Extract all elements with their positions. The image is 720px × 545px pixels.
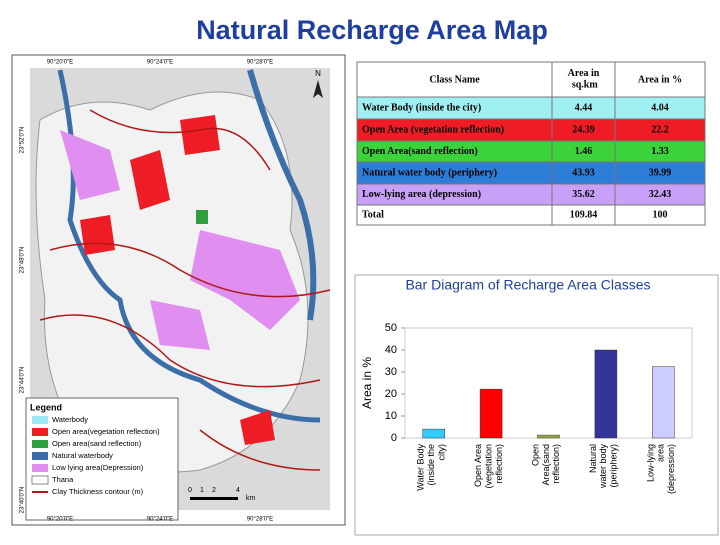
y-tick-label: 10 [385, 410, 397, 422]
table-cell: 1.46 [575, 146, 593, 157]
table-cell: Water Body (inside the city) [362, 102, 481, 113]
table-cell: 4.04 [651, 102, 669, 113]
table-cell: 1.33 [651, 146, 669, 157]
coord-label: 23°48'0"N [20, 247, 26, 274]
bar [479, 388, 503, 439]
y-tick-label: 40 [385, 344, 397, 356]
y-tick-label: 30 [385, 366, 397, 378]
coord-label: 23°44'0"N [20, 367, 26, 394]
contour [199, 429, 321, 471]
legend-label: Waterbody [52, 415, 88, 424]
scale-label: 4 [236, 487, 240, 494]
x-tick-label: Natural water body (periphery) [588, 444, 619, 491]
vegetation-area [80, 215, 115, 255]
legend-label: Low lying area(Depression) [52, 463, 144, 472]
table-row-bg [356, 204, 706, 226]
legend-swatch [32, 416, 48, 424]
table-cell: 109.84 [570, 209, 598, 220]
x-tick-label: Open Area (vegetation reflection) [473, 444, 504, 491]
north-arrow [313, 80, 323, 98]
table-cell: 22.2 [651, 124, 669, 135]
legend-box [25, 397, 179, 521]
table-header: Class Name [429, 74, 480, 85]
table-cell: Low-lying area (depression) [362, 189, 481, 200]
table-cell: Open Area (vegetation reflection) [362, 124, 504, 135]
vegetation-area [240, 410, 275, 445]
scale-label: km [246, 495, 256, 502]
coord-label: 90°24'0"E [147, 517, 173, 523]
y-tick-label: 20 [385, 388, 397, 400]
bar [422, 428, 445, 439]
table-header: Area in % [638, 74, 682, 85]
scale-label: 2 [212, 487, 216, 494]
river [247, 69, 317, 321]
contour [49, 242, 331, 298]
map: Legend N 90°20'0"E 90°24'0"E 90°28'0"E 90°2… [11, 54, 346, 526]
legend-label: Open area(sand reflection) [52, 439, 142, 448]
x-tick-label: Open Area(sand reflection) [531, 444, 562, 488]
area-table: Class Name Area in sq.km Area in % Water Bo… [356, 61, 706, 226]
contour [39, 314, 321, 388]
legend-label: Thana [52, 475, 74, 484]
table-header: Area in sq.km [568, 68, 600, 91]
legend-swatch [31, 475, 49, 485]
coord-label: 90°24'0"E [147, 60, 173, 66]
chart-title: Bar Diagram of Recharge Area Classes [405, 277, 650, 293]
vegetation-area [130, 150, 170, 210]
bar [594, 349, 618, 439]
north-label: N [315, 69, 321, 78]
x-tick-label: Water Body (inside the city) [416, 444, 447, 491]
table-cell: Open Area(sand reflection) [362, 146, 478, 157]
low-lying-area [150, 300, 210, 350]
legend-swatch [32, 428, 48, 436]
scale-label: 0 [188, 487, 192, 494]
table-cell: 35.62 [572, 189, 595, 200]
table-cell: 32.43 [649, 189, 672, 200]
x-tick-label: Low-lying area (depression) [646, 444, 677, 497]
low-lying-area [190, 230, 300, 330]
legend-swatch [32, 452, 48, 460]
bar [652, 366, 675, 439]
legend-swatch [32, 464, 48, 472]
legend-title: Legend [30, 402, 62, 412]
coord-label: 90°20'0"E [47, 517, 73, 523]
coord-label: 90°20'0"E [47, 60, 73, 66]
coord-label: 90°28'0"E [247, 60, 273, 66]
table-cell: 4.44 [575, 102, 593, 113]
coord-label: 23°40'0"N [20, 487, 26, 514]
vegetation-area [180, 115, 220, 155]
y-tick-label: 50 [385, 322, 397, 334]
legend-label: Clay Thickness contour (m) [52, 487, 144, 496]
table-cell: 100 [653, 209, 668, 220]
table-cell: 24.39 [572, 124, 595, 135]
legend-swatch [32, 440, 48, 448]
low-lying-area [60, 130, 120, 200]
table-cell: Total [362, 209, 384, 220]
table-cell: 39.99 [649, 167, 672, 178]
coord-label: 90°28'0"E [247, 517, 273, 523]
scale-label: 1 [200, 487, 204, 494]
table-cell: 43.93 [572, 167, 595, 178]
bar [537, 434, 560, 439]
scale-bar [190, 497, 238, 500]
slide-title: Natural Recharge Area Map [196, 15, 548, 45]
contour [89, 109, 271, 171]
plot-area [404, 327, 693, 439]
legend-label: Natural waterbody [52, 451, 113, 460]
table-cell: Natural water body (periphery) [362, 167, 497, 178]
coord-label: 23°52'0"N [20, 127, 26, 154]
sand-area [196, 210, 208, 224]
legend-label: Open area(vegetation reflection) [52, 427, 160, 436]
y-axis-label: Area in % [360, 357, 374, 409]
y-tick-label: 0 [391, 432, 397, 444]
